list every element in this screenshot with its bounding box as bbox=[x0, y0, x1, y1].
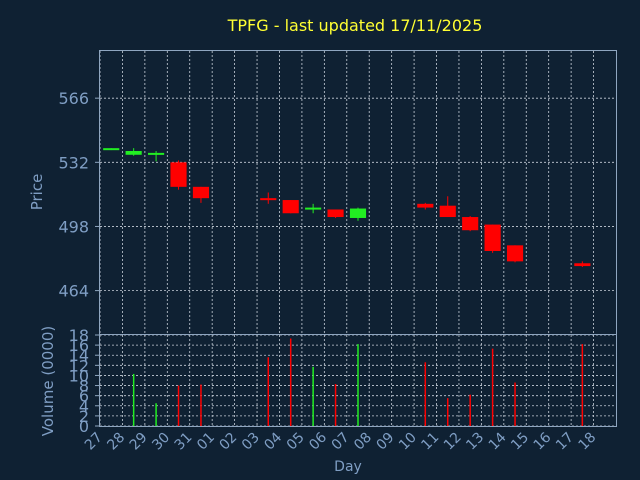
candle-body bbox=[148, 152, 165, 155]
volume-bar-03 bbox=[267, 357, 270, 426]
candle-14 bbox=[506, 245, 524, 263]
candle-body bbox=[439, 205, 456, 218]
volume-bar-05 bbox=[312, 366, 314, 426]
candles bbox=[103, 148, 591, 268]
candle-body bbox=[417, 203, 434, 208]
volume-bar-29 bbox=[155, 403, 157, 426]
volume-bar-14 bbox=[514, 382, 516, 426]
chart-title: TPFG - last updated 17/11/2025 bbox=[227, 16, 483, 35]
volume-axes-frame bbox=[99, 334, 617, 427]
price-y-tick-label: 464 bbox=[58, 282, 89, 301]
volume-y-tick-label: 10 bbox=[69, 366, 89, 385]
price-y-tick-label: 566 bbox=[58, 89, 89, 108]
volume-y-tick-label: 16 bbox=[69, 336, 89, 355]
volume-y-tick-label: 2 bbox=[79, 407, 89, 426]
volume-bar-30 bbox=[177, 385, 180, 426]
volume-bars bbox=[132, 338, 584, 426]
candle-03 bbox=[260, 192, 277, 204]
candle-30 bbox=[170, 160, 187, 190]
volume-bar-07 bbox=[357, 344, 359, 426]
x-tick-labels: 2728293031010203040506070809101112131415… bbox=[82, 429, 599, 453]
candle-body bbox=[282, 200, 299, 214]
volume-bar-11 bbox=[446, 398, 449, 426]
volume-bar-28 bbox=[132, 373, 135, 426]
candle-body bbox=[170, 162, 187, 187]
candle-04 bbox=[282, 200, 299, 214]
volume-bar-06 bbox=[334, 384, 337, 426]
candle-body bbox=[305, 207, 322, 210]
volume-axis-label: Volume (0000) bbox=[39, 326, 57, 436]
candle-10 bbox=[417, 202, 434, 210]
price-grid bbox=[99, 51, 616, 334]
x-axis-label: Day bbox=[334, 459, 362, 475]
candle-27 bbox=[103, 148, 120, 151]
candle-29 bbox=[148, 150, 165, 162]
volume-y-tick-label: 4 bbox=[79, 397, 89, 416]
candle-body bbox=[574, 263, 591, 267]
candle-body bbox=[192, 186, 210, 199]
candle-body bbox=[327, 209, 344, 218]
price-axis-label: Price bbox=[28, 174, 46, 211]
volume-bar-17 bbox=[581, 344, 584, 426]
candle-31 bbox=[192, 186, 210, 203]
candle-body bbox=[260, 198, 277, 201]
volume-bar-13 bbox=[491, 348, 494, 426]
volume-y-tick-label: 18 bbox=[69, 326, 89, 345]
volume-bar-10 bbox=[424, 362, 427, 426]
volume-bar-31 bbox=[200, 384, 202, 426]
candle-body bbox=[462, 217, 479, 231]
volume-y-tick-label: 6 bbox=[79, 387, 89, 406]
candle-06 bbox=[327, 209, 344, 218]
volume-y-tick-label: 12 bbox=[69, 356, 89, 375]
candle-body bbox=[349, 208, 367, 218]
candle-12 bbox=[462, 216, 479, 232]
candle-07 bbox=[349, 207, 367, 221]
candle-body bbox=[125, 150, 142, 155]
candle-05 bbox=[305, 203, 322, 214]
price-y-tick-label: 498 bbox=[58, 217, 89, 236]
candle-body bbox=[506, 245, 524, 262]
volume-y-tick-label: 8 bbox=[79, 377, 89, 396]
candle-17 bbox=[574, 261, 591, 268]
candle-13 bbox=[484, 224, 501, 253]
candle-28 bbox=[125, 148, 142, 156]
volume-y-tick-label: 0 bbox=[79, 417, 89, 436]
candle-body bbox=[484, 224, 501, 251]
volume-y-tick-label: 14 bbox=[69, 346, 89, 365]
volume-bar-04 bbox=[289, 338, 292, 426]
candle-11 bbox=[439, 196, 456, 218]
volume-bar-12 bbox=[469, 394, 471, 426]
candle-body bbox=[103, 148, 120, 151]
price-y-tick-label: 532 bbox=[58, 153, 89, 172]
